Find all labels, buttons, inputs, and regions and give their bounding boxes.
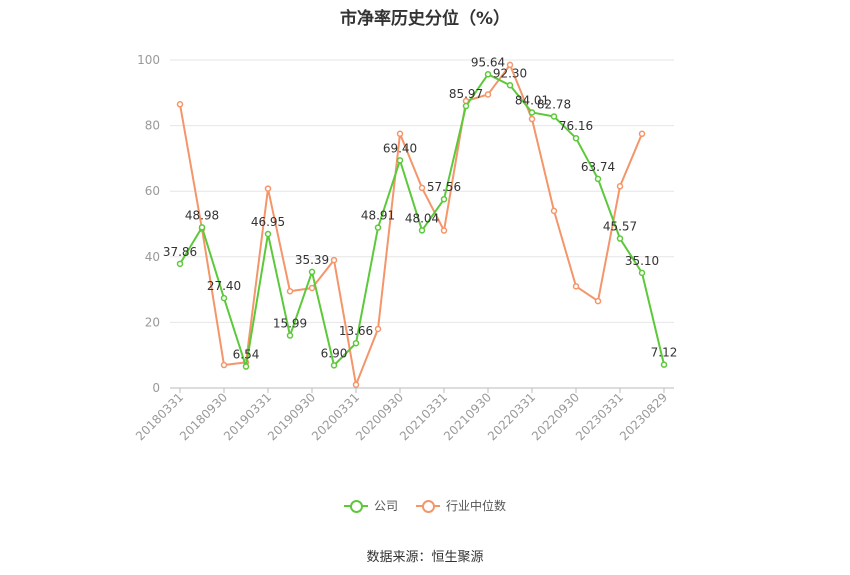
chart-legend: 公司 行业中位数 (0, 497, 850, 514)
y-tick-label: 40 (145, 250, 160, 264)
data-point-0 (374, 224, 382, 231)
data-point-1 (440, 227, 448, 234)
data-label: 35.10 (625, 254, 659, 268)
data-point-1 (374, 325, 382, 333)
data-point-1 (176, 101, 184, 108)
data-point-0 (594, 175, 602, 183)
data-point-0 (616, 235, 624, 242)
data-point-1 (308, 284, 316, 292)
legend-item-company[interactable]: 公司 (343, 497, 398, 514)
data-point-1 (572, 283, 580, 290)
data-point-0 (198, 224, 206, 231)
x-tick-label: 20230829 (617, 390, 670, 443)
data-point-0 (462, 102, 470, 110)
data-point-0 (330, 362, 338, 369)
data-label: 35.39 (295, 253, 329, 267)
data-point-0 (572, 134, 580, 142)
data-point-1 (220, 361, 228, 369)
data-label: 57.56 (427, 180, 461, 194)
data-point-1 (352, 381, 360, 388)
data-label: 85.97 (449, 87, 483, 101)
data-label: 95.64 (471, 55, 505, 69)
y-tick-label: 100 (137, 53, 160, 67)
data-point-0 (352, 339, 360, 347)
data-point-1 (264, 185, 272, 192)
data-point-0 (308, 268, 316, 276)
data-point-1 (638, 130, 646, 138)
data-point-1 (418, 184, 426, 192)
data-point-0 (418, 227, 426, 234)
data-point-1 (396, 130, 404, 138)
data-point-0 (528, 109, 536, 116)
data-point-1 (506, 61, 514, 69)
data-label: 45.57 (603, 220, 637, 234)
data-point-0 (440, 195, 448, 203)
data-point-0 (286, 332, 294, 339)
data-point-0 (396, 157, 404, 164)
data-label: 76.16 (559, 119, 593, 133)
y-tick-label: 80 (145, 119, 160, 133)
data-point-0 (506, 82, 514, 89)
y-tick-label: 20 (145, 315, 160, 329)
data-label: 63.74 (581, 160, 615, 174)
y-tick-label: 0 (152, 381, 160, 395)
data-label: 6.54 (233, 348, 260, 362)
legend-company-swatch (343, 499, 368, 513)
source-note: 数据来源：恒生聚源 (366, 550, 484, 565)
data-label: 46.95 (251, 215, 285, 229)
data-point-1 (286, 287, 294, 295)
data-point-1 (528, 115, 536, 123)
data-point-0 (484, 71, 492, 78)
data-point-1 (550, 207, 558, 215)
data-label: 48.98 (185, 208, 219, 222)
series-line-1 (179, 63, 643, 386)
data-label: 37.86 (163, 245, 197, 259)
data-label: 69.40 (383, 141, 417, 155)
data-point-1 (594, 297, 602, 305)
data-label: 92.30 (493, 66, 527, 80)
data-label: 48.91 (361, 209, 395, 223)
data-point-1 (616, 183, 624, 190)
legend-company-label: 公司 (373, 499, 398, 513)
data-label: 84.01 (515, 93, 549, 107)
y-tick-label: 60 (145, 184, 160, 198)
data-point-0 (660, 361, 668, 368)
data-point-1 (330, 256, 338, 264)
data-point-1 (484, 91, 492, 98)
legend-industry-swatch (416, 499, 440, 513)
data-label: 6.90 (321, 346, 348, 360)
line-chart: 0204060801002018033120180930201903312019… (133, 53, 678, 443)
data-point-0 (550, 113, 558, 120)
data-label: 7.12 (651, 346, 678, 360)
data-label: 82.78 (537, 97, 571, 111)
data-point-0 (220, 294, 228, 302)
data-label: 15.99 (273, 317, 307, 331)
data-label: 13.66 (339, 324, 373, 338)
data-label: 27.40 (207, 279, 241, 293)
data-point-0 (176, 260, 184, 268)
legend-industry-label: 行业中位数 (446, 499, 507, 513)
data-point-0 (264, 230, 272, 238)
data-label: 48.04 (405, 211, 439, 225)
data-point-0 (242, 363, 250, 370)
legend-item-industry[interactable]: 行业中位数 (416, 497, 506, 514)
data-point-0 (638, 269, 646, 277)
chart-title: 市净率历史分位（%） (339, 9, 511, 29)
